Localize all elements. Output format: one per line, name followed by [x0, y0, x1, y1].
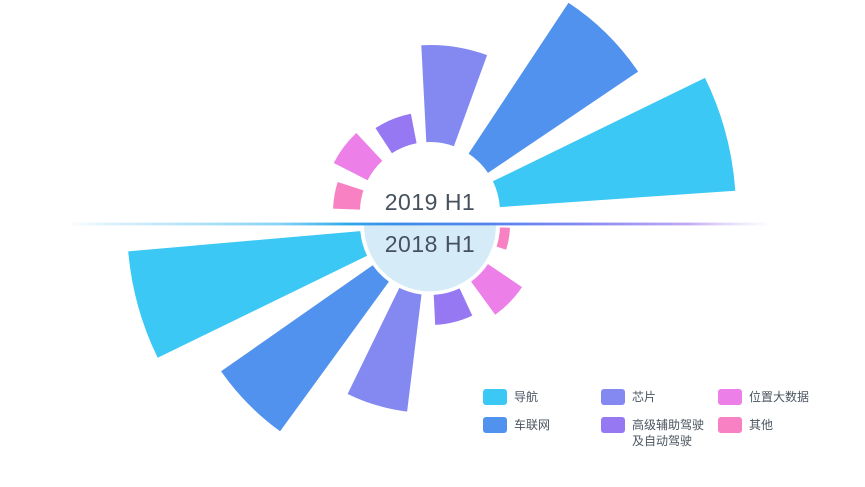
wedge-2019h1-connected-car[interactable] — [468, 2, 639, 173]
wedge-2018h1-adas-autonomous-driving[interactable] — [433, 288, 473, 325]
legend-swatch-location-big-data — [718, 389, 742, 405]
legend-swatch-navigation — [483, 389, 507, 405]
wedge-2018h1-connected-car[interactable] — [221, 265, 389, 432]
wedge-2018h1-others[interactable] — [496, 227, 510, 250]
wedge-2019h1-adas-autonomous-driving[interactable] — [375, 113, 417, 154]
legend: 导航车联网 芯片高级辅助驾驶 及自动驾驶 位置大数据其他 — [483, 389, 809, 449]
legend-label: 导航 — [514, 390, 539, 404]
legend-item-connected-car[interactable]: 车联网 — [483, 417, 601, 449]
legend-label: 芯片 — [632, 390, 657, 404]
legend-label: 其他 — [749, 418, 774, 432]
divider-line — [68, 222, 772, 226]
legend-item-adas-autonomous-driving[interactable]: 高级辅助驾驶 及自动驾驶 — [601, 417, 718, 449]
wedge-2018h1-chip[interactable] — [347, 287, 422, 412]
legend-label: 高级辅助驾驶 及自动驾驶 — [632, 418, 705, 448]
wedge-2019h1-others[interactable] — [333, 182, 364, 210]
legend-swatch-others — [718, 417, 742, 433]
legend-item-chip[interactable]: 芯片 — [601, 389, 718, 405]
wedge-2019h1-navigation[interactable] — [492, 77, 736, 208]
wedge-2018h1-navigation[interactable] — [128, 231, 368, 358]
legend-swatch-connected-car — [483, 417, 507, 433]
legend-item-others[interactable]: 其他 — [718, 417, 809, 449]
legend-label: 车联网 — [514, 418, 551, 432]
legend-item-location-big-data[interactable]: 位置大数据 — [718, 389, 809, 405]
legend-swatch-adas-autonomous-driving — [601, 417, 625, 433]
wedge-2019h1-chip[interactable] — [421, 44, 488, 147]
center-disc-top — [364, 158, 496, 224]
wedge-2018h1-location-big-data[interactable] — [471, 264, 522, 315]
center-disc-bottom — [364, 225, 496, 292]
legend-swatch-chip — [601, 389, 625, 405]
legend-label: 位置大数据 — [749, 390, 810, 404]
period-label-top: 2019 H1 — [384, 189, 476, 215]
period-label-bottom: 2018 H1 — [384, 231, 476, 257]
legend-item-navigation[interactable]: 导航 — [483, 389, 601, 405]
wedge-2019h1-location-big-data[interactable] — [333, 133, 383, 181]
